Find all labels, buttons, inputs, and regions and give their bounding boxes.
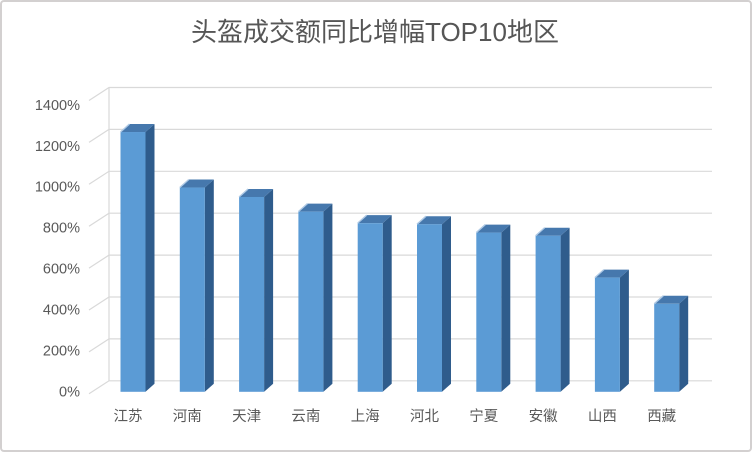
y-axis-tick-label: 1400%: [35, 98, 80, 114]
bar-top-face: [179, 179, 214, 188]
bar: [416, 215, 451, 392]
bar-top-highlight-edge: [120, 123, 130, 133]
bar: [475, 224, 511, 392]
y-axis-tick-label: 200%: [43, 344, 80, 360]
bar-top-face: [654, 295, 689, 304]
bar-front-face: [417, 224, 442, 392]
bar-top-face: [535, 227, 570, 236]
bar-top-face: [120, 124, 155, 133]
gridlines: [88, 86, 712, 395]
bar-top-highlight-edge: [475, 224, 486, 234]
bar: [653, 295, 689, 392]
bar-side-face: [323, 203, 333, 392]
bar: [238, 188, 274, 392]
x-axis-category-label: 天津: [232, 408, 261, 425]
bar: [357, 214, 392, 392]
bar-side-face: [382, 215, 392, 392]
y-axis-tick-label: 400%: [43, 303, 80, 319]
x-axis-category-label: 西藏: [647, 408, 676, 425]
bar-front-face: [357, 223, 383, 392]
bar-top-highlight-edge: [238, 188, 249, 198]
x-axis-category-label: 江苏: [114, 408, 143, 425]
y-axis-tick-label: 800%: [43, 221, 80, 237]
gridline: [88, 170, 712, 185]
bar-front-face: [476, 232, 502, 392]
bar: [120, 123, 155, 392]
x-axis-category-label: 山西: [588, 408, 617, 425]
x-axis-category-labels: 江苏 河南 天津 云南 上海 河北 宁夏 安徽 山西 西藏: [114, 408, 677, 425]
bar-side-face: [560, 227, 570, 392]
y-axis-tick-labels: 0% 200% 400% 600% 800% 1000% 1200% 1400%: [35, 98, 80, 401]
bar-top-highlight-edge: [357, 214, 368, 224]
bar: [535, 227, 570, 392]
bar-top-face: [298, 203, 333, 212]
gridline: [88, 212, 712, 227]
bar-series: [120, 123, 689, 392]
bar-front-face: [535, 235, 561, 392]
x-axis-category-label: 安徽: [529, 408, 558, 425]
bar-front-face: [654, 303, 680, 392]
bar: [179, 179, 214, 392]
bar-top-highlight-edge: [416, 215, 427, 225]
gridline: [88, 296, 712, 311]
gridline: [88, 338, 712, 353]
bar-front-face: [594, 277, 620, 392]
gridline: [88, 86, 712, 102]
bar-side-face: [442, 216, 451, 392]
bar-front-face: [239, 196, 265, 392]
y-axis-tick-label: 1200%: [35, 139, 80, 155]
bar: [297, 203, 333, 392]
y-axis-tick-label: 1000%: [35, 180, 80, 196]
gridline: [88, 254, 712, 269]
bar-top-highlight-edge: [297, 203, 308, 213]
x-axis-category-label: 上海: [351, 408, 380, 425]
bar-side-face: [679, 295, 689, 392]
bar-top-face: [594, 269, 629, 278]
y-axis-tick-label: 0%: [59, 385, 80, 401]
chart-title: 头盔成交额同比增幅TOP10地区: [191, 17, 559, 47]
bar-side-face: [145, 124, 155, 392]
bar-top-face: [476, 224, 511, 233]
bar-side-face: [501, 224, 511, 392]
bar-top-highlight-edge: [535, 227, 546, 237]
bar-top-face: [357, 215, 392, 224]
x-axis-category-label: 云南: [291, 408, 320, 425]
bar-side-face: [619, 269, 629, 392]
gridline: [88, 128, 712, 143]
bar-front-face: [298, 211, 324, 392]
gridline: [88, 380, 712, 395]
bar-top-face: [239, 188, 274, 197]
bar-top-face: [417, 216, 451, 225]
bar-top-highlight-edge: [594, 269, 605, 279]
bar-top-highlight-edge: [653, 295, 664, 305]
bar-front-face: [179, 187, 205, 392]
bar-top-highlight-edge: [179, 179, 190, 189]
bar-side-face: [204, 179, 214, 392]
bar-side-face: [264, 188, 274, 392]
x-axis-category-label: 宁夏: [469, 408, 498, 425]
bar: [594, 269, 629, 392]
x-axis-category-label: 河北: [410, 408, 439, 425]
x-axis-category-label: 河南: [173, 408, 202, 425]
bar-front-face: [120, 132, 146, 392]
y-axis-tick-label: 600%: [43, 262, 80, 278]
